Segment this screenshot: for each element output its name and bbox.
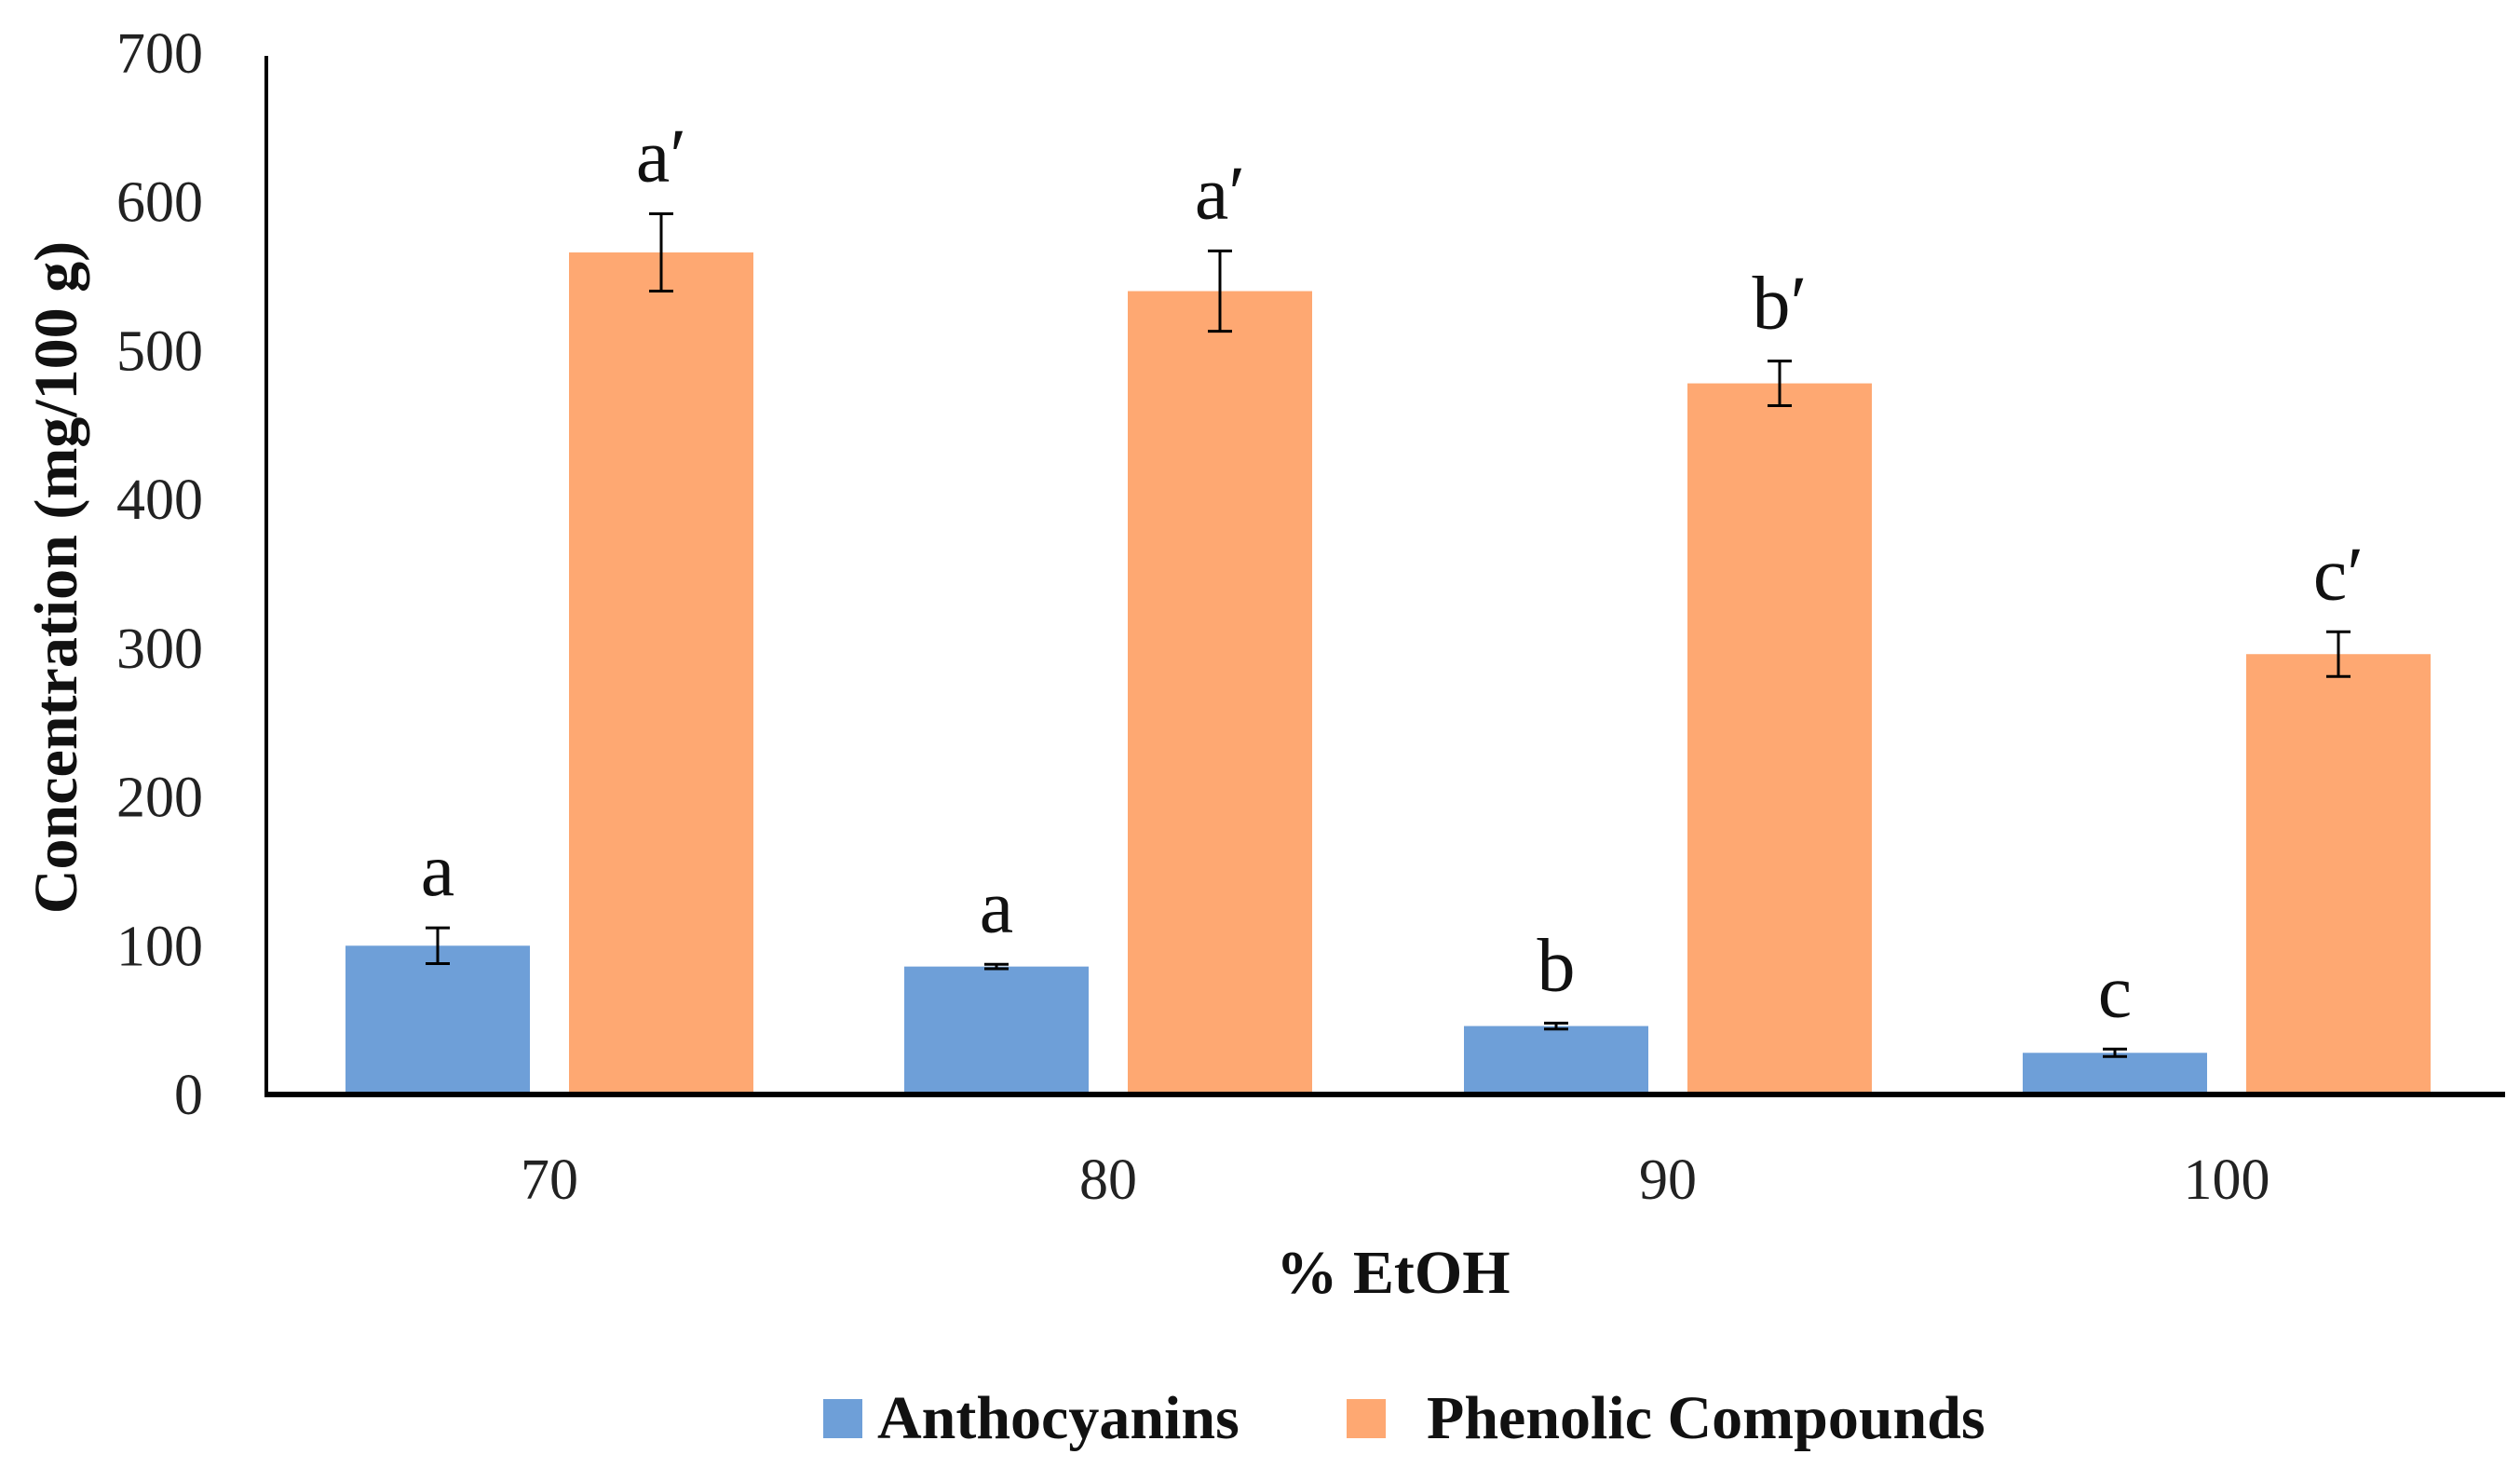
significance-label-anthocyanins-80: a	[980, 863, 1013, 948]
y-tick-label-0: 0	[174, 1064, 203, 1127]
error-bar-anthocyanins-70	[426, 926, 450, 965]
y-tick-label-200: 200	[116, 767, 203, 830]
bar-anthocyanins-70	[345, 945, 530, 1094]
x-axis-title: % EtOH	[1276, 1239, 1510, 1307]
bar-anthocyanins-90	[1464, 1026, 1648, 1094]
x-tick-label-80: 80	[1079, 1149, 1137, 1212]
error-bar-anthocyanins-80	[984, 962, 1009, 971]
significance-label-anthocyanins-90: b	[1538, 922, 1576, 1007]
significance-labels: a a b c a′ a′ b′ c′	[421, 113, 2364, 1033]
legend: Anthocyanins Phenolic Compounds	[823, 1384, 1985, 1452]
x-tick-label-70: 70	[521, 1149, 578, 1212]
x-tick-label-100: 100	[2184, 1149, 2270, 1212]
y-tick-label-100: 100	[116, 915, 203, 978]
legend-swatch-anthocyanins	[823, 1399, 862, 1438]
y-tick-label-400: 400	[116, 469, 203, 532]
bar-phenolic-compounds-80	[1128, 291, 1312, 1094]
y-tick-label-700: 700	[116, 22, 203, 86]
y-tick-label-500: 500	[116, 319, 203, 383]
bar-anthocyanins-100	[2023, 1053, 2207, 1094]
error-bar-phenolic-compounds-90	[1768, 360, 1792, 408]
error-bar-anthocyanins-90	[1544, 1021, 1568, 1031]
bar-phenolic-compounds-100	[2246, 654, 2431, 1094]
significance-label-phenolic-compounds-80: a′	[1195, 150, 1245, 235]
legend-swatch-phenolic-compounds	[1347, 1399, 1386, 1438]
significance-label-phenolic-compounds-100: c′	[2313, 531, 2364, 616]
error-bar-anthocyanins-100	[2103, 1047, 2127, 1058]
y-axis-ticks: 0 100 200 300 400 500 600 700	[116, 22, 203, 1127]
bars	[345, 252, 2431, 1095]
legend-label-anthocyanins: Anthocyanins	[877, 1384, 1240, 1452]
bar-phenolic-compounds-70	[569, 252, 753, 1094]
y-tick-label-600: 600	[116, 171, 203, 235]
bar-phenolic-compounds-90	[1687, 383, 1872, 1095]
error-bar-phenolic-compounds-100	[2326, 630, 2351, 678]
x-tick-label-90: 90	[1639, 1149, 1697, 1212]
y-axis-title: Concentration (mg/100 g)	[22, 241, 90, 914]
significance-label-anthocyanins-100: c	[2098, 948, 2132, 1033]
error-bar-phenolic-compounds-70	[649, 211, 673, 293]
significance-label-anthocyanins-70: a	[421, 827, 454, 912]
error-bar-phenolic-compounds-80	[1208, 249, 1232, 333]
bar-anthocyanins-80	[904, 966, 1089, 1094]
error-bars	[426, 211, 2351, 1058]
y-tick-label-300: 300	[116, 618, 203, 681]
significance-label-phenolic-compounds-90: b′	[1753, 261, 1808, 346]
significance-label-phenolic-compounds-70: a′	[636, 113, 686, 197]
legend-label-phenolic-compounds: Phenolic Compounds	[1427, 1384, 1985, 1452]
x-axis-ticks: 70 80 90 100	[521, 1149, 2270, 1212]
